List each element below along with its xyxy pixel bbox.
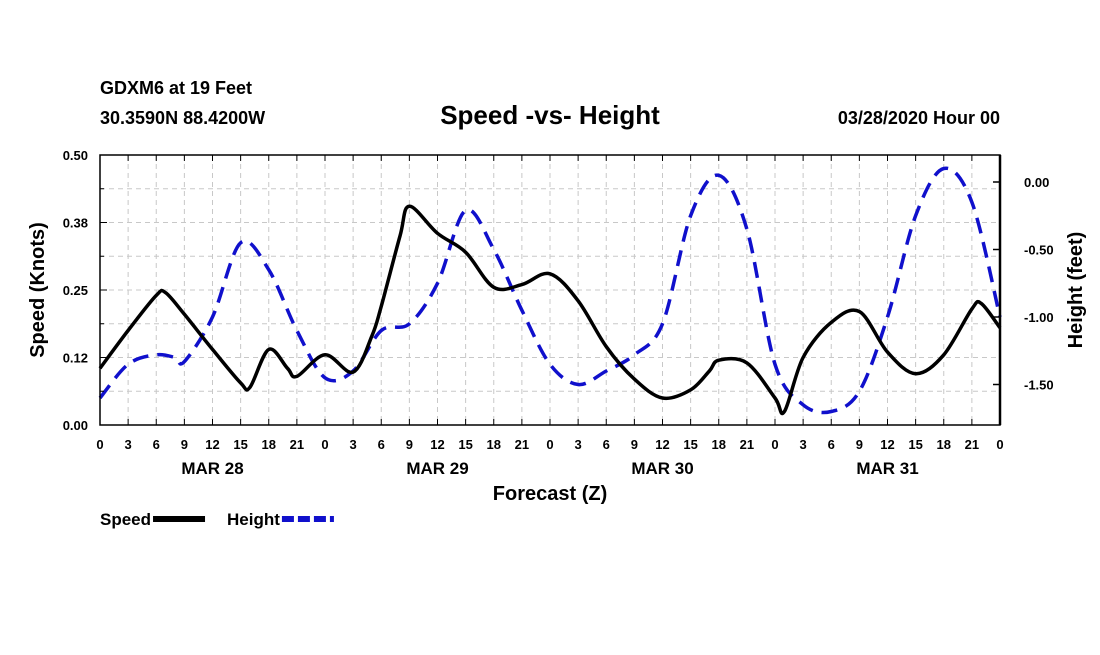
x-date-label: MAR 29 (406, 459, 468, 478)
series-line-speed (98, 204, 1002, 416)
station-coordinates: 30.3590N 88.4200W (100, 108, 265, 128)
chart-title: Speed -vs- Height (440, 100, 660, 130)
x-tick-label: 18 (712, 437, 726, 452)
y2-axis-label: Height (feet) (1065, 232, 1087, 349)
x-date-label: MAR 31 (856, 459, 918, 478)
legend-label-height: Height (227, 510, 280, 529)
x-tick-label: 9 (631, 437, 638, 452)
x-tick-label: 0 (96, 437, 103, 452)
x-tick-label: 6 (153, 437, 160, 452)
y-tick-label: 0.50 (63, 148, 88, 163)
y2-tick-label: 0.00 (1024, 175, 1049, 190)
grid-lines (100, 155, 1000, 425)
x-tick-label: 18 (487, 437, 501, 452)
x-tick-label: 21 (515, 437, 529, 452)
x-tick-label: 3 (125, 437, 132, 452)
forecast-datetime: 03/28/2020 Hour 00 (838, 108, 1000, 128)
y-tick-label: 0.00 (63, 418, 88, 433)
x-date-label: MAR 30 (631, 459, 693, 478)
x-tick-label: 21 (740, 437, 754, 452)
y2-tick-label: -1.00 (1024, 310, 1054, 325)
y-tick-label: 0.38 (63, 216, 88, 231)
x-tick-label: 6 (378, 437, 385, 452)
legend-label-speed: Speed (100, 510, 151, 529)
x-axis-label: Forecast (Z) (493, 483, 607, 505)
x-tick-label: 9 (181, 437, 188, 452)
x-tick-label: 0 (321, 437, 328, 452)
chart-legend: Speed Height (100, 510, 334, 529)
x-tick-label: 15 (908, 437, 922, 452)
x-tick-label: 18 (262, 437, 276, 452)
series-layer (98, 166, 1002, 416)
y-axis-label: Speed (Knots) (27, 222, 49, 358)
y-tick-label: 0.25 (63, 283, 88, 298)
x-tick-label: 12 (430, 437, 444, 452)
x-tick-label: 0 (771, 437, 778, 452)
x-tick-label: 15 (233, 437, 247, 452)
x-tick-label: 3 (575, 437, 582, 452)
y2-tick-label: -0.50 (1024, 243, 1054, 258)
x-tick-label: 3 (800, 437, 807, 452)
y2-tick-label: -1.50 (1024, 378, 1054, 393)
x-tick-label: 6 (603, 437, 610, 452)
x-tick-label: 9 (406, 437, 413, 452)
x-tick-label: 0 (546, 437, 553, 452)
y-tick-label: 0.12 (63, 351, 88, 366)
x-tick-label: 15 (683, 437, 697, 452)
axis-ticks: 0 3 6 9 12 15 18 21 0 3 6 9 12 15 18 21 0 3 6 9 12 15 18 21 0 3 6 9… (63, 148, 1054, 478)
x-tick-label: 21 (965, 437, 979, 452)
x-tick-label: 3 (350, 437, 357, 452)
x-date-label: MAR 28 (181, 459, 243, 478)
x-tick-label: 0 (996, 437, 1003, 452)
x-tick-label: 6 (828, 437, 835, 452)
x-tick-label: 18 (937, 437, 951, 452)
x-tick-label: 12 (205, 437, 219, 452)
x-tick-label: 12 (655, 437, 669, 452)
x-tick-label: 9 (856, 437, 863, 452)
x-tick-label: 12 (880, 437, 894, 452)
x-tick-label: 15 (458, 437, 472, 452)
station-name: GDXM6 at 19 Feet (100, 78, 252, 98)
x-tick-label: 21 (290, 437, 304, 452)
